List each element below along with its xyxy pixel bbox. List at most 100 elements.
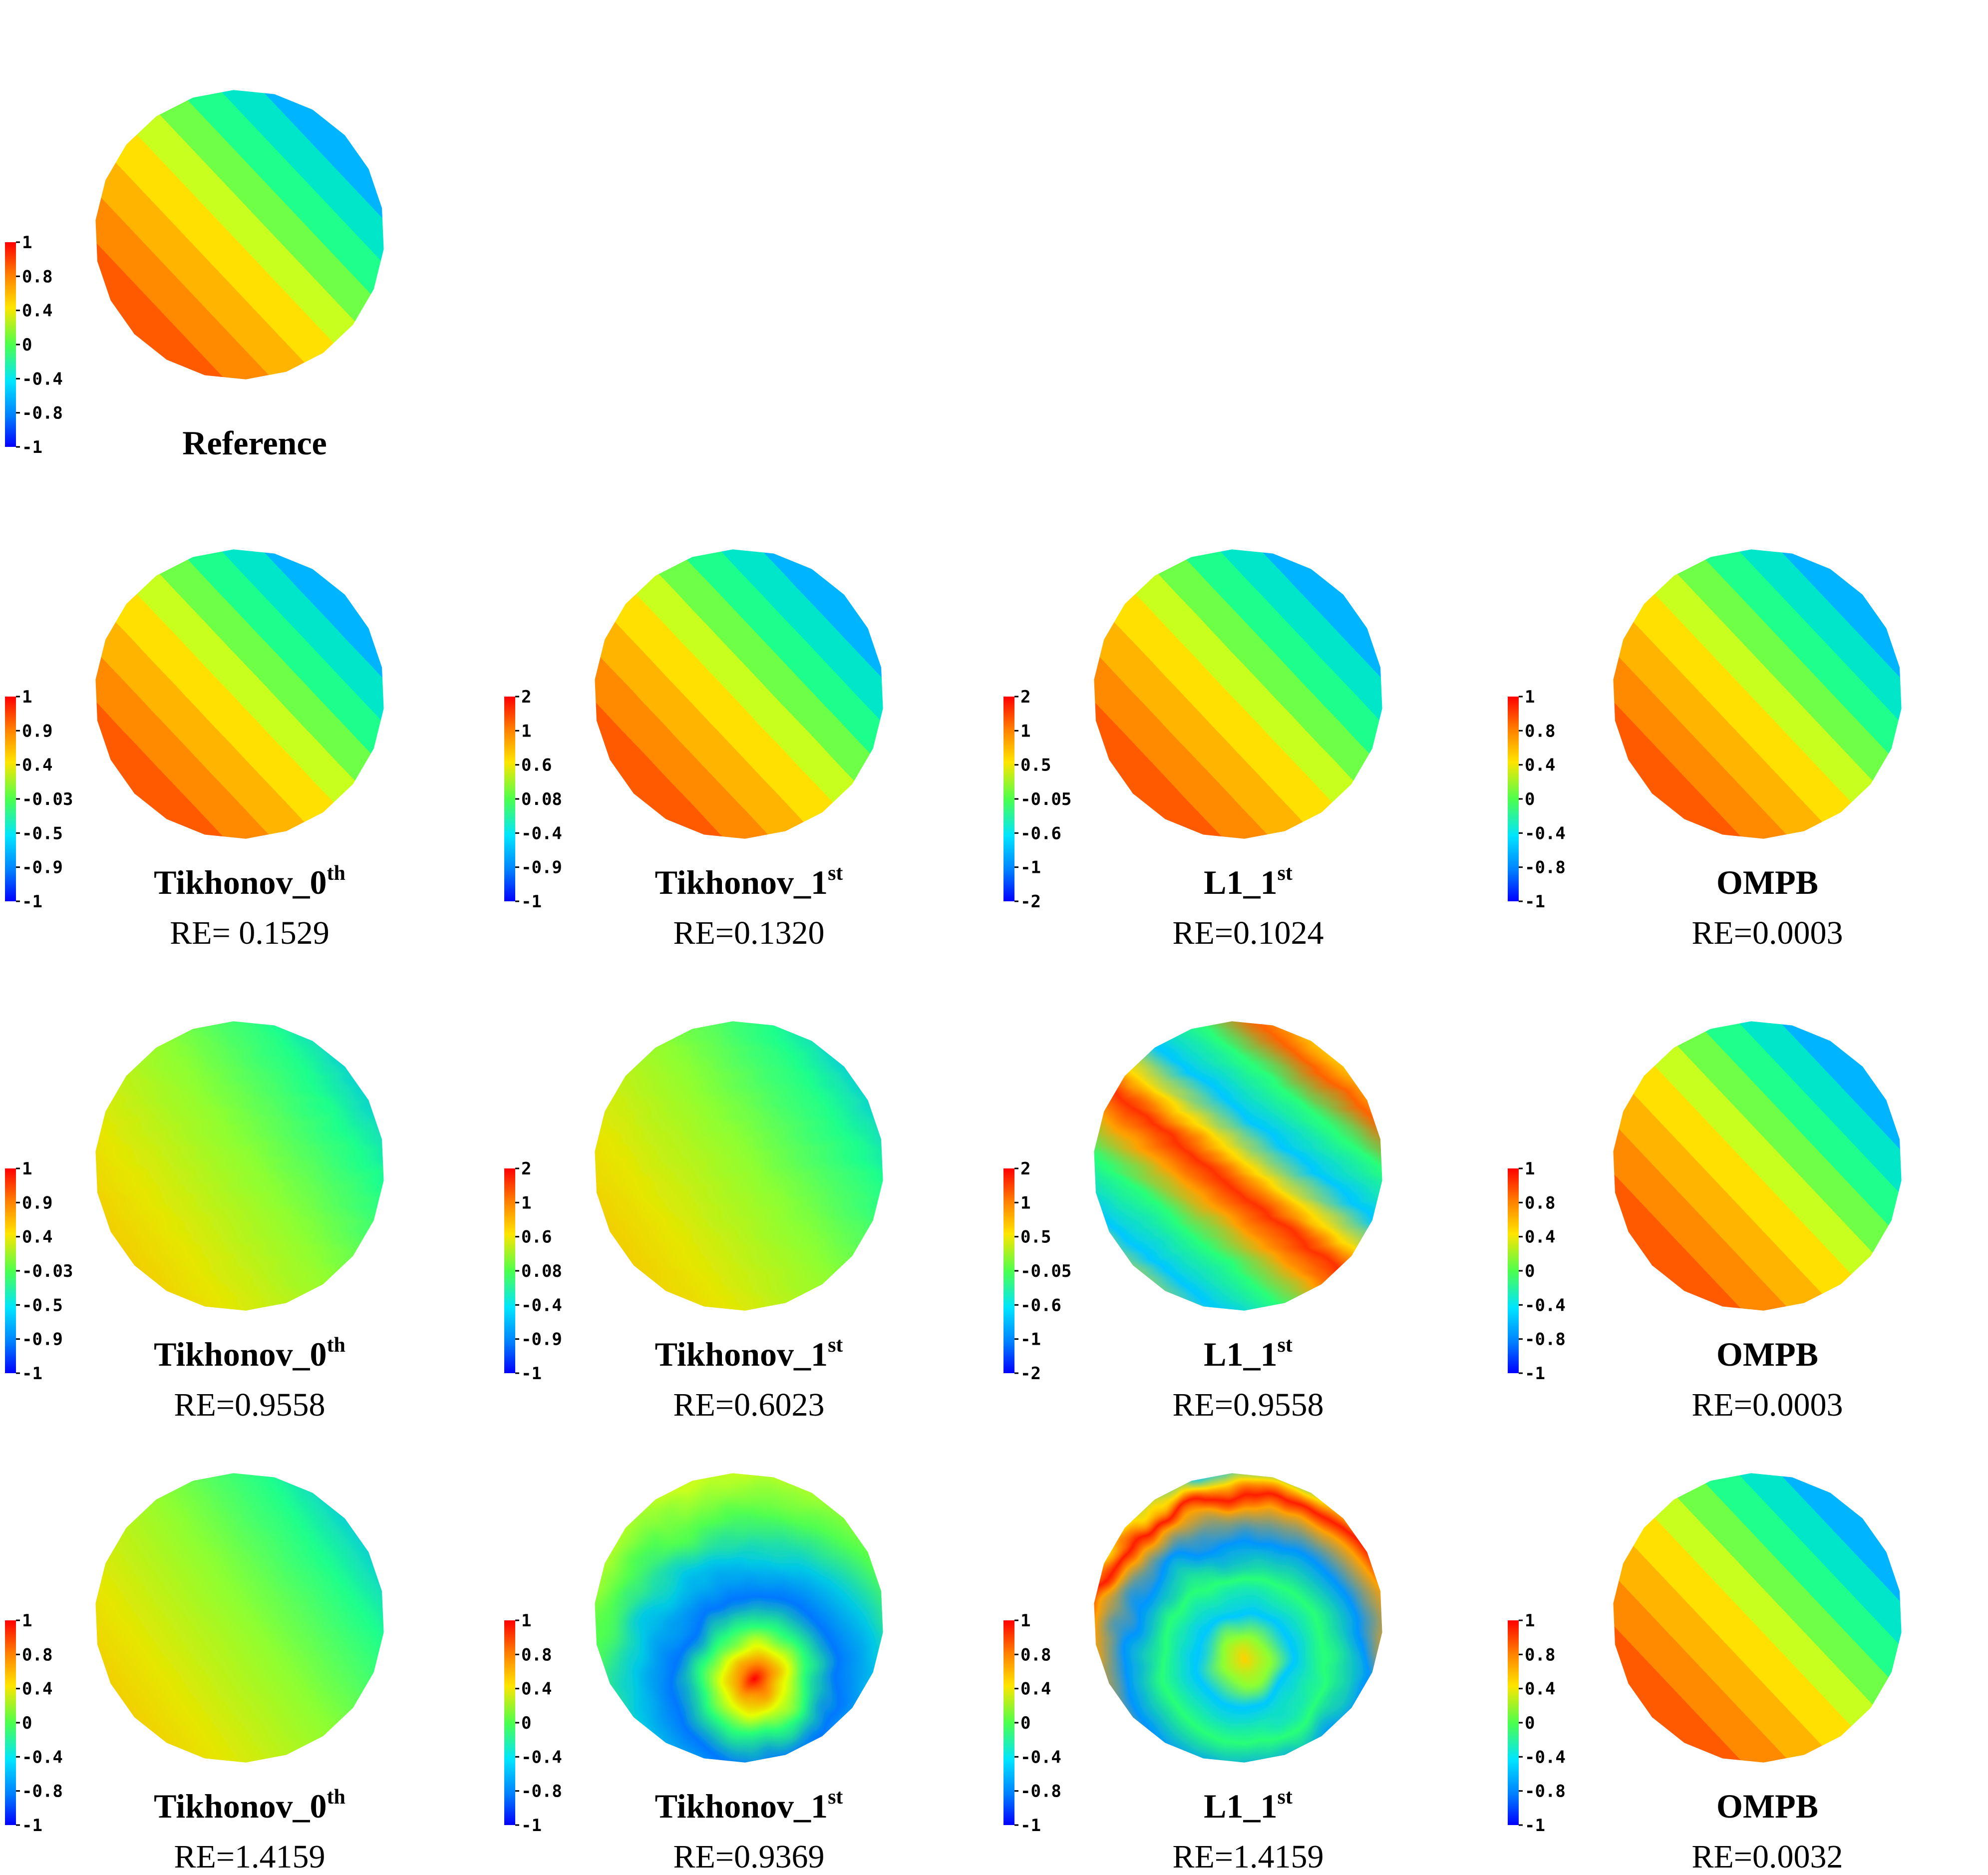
panel-r2-c4: 1 0.8 0.4 0 -0.4 -0.8 -1 OMPB RE=0.0003 — [1508, 1021, 1902, 1423]
colorbar-tick-label: 1 — [1525, 1611, 1535, 1631]
colorbar-tick-label: -0.8 — [1525, 858, 1566, 878]
colorbar-tick-label: 0.4 — [22, 1227, 52, 1247]
colorbar-tick-label: -0.5 — [22, 1295, 63, 1315]
colorbar-tick-label: 0.9 — [22, 1193, 52, 1213]
panel-title: Reference — [182, 424, 327, 462]
colorbar-tick-label: 0.4 — [22, 301, 52, 321]
colorbar-tick-label: -0.4 — [521, 1747, 562, 1767]
colorbar-tick-label: -0.4 — [521, 823, 562, 843]
panel-reference: 1 0.8 0.4 0 -0.4 -0.8 -1 Reference — [5, 90, 384, 462]
colorbar-tick-label: 0.8 — [1525, 1645, 1555, 1665]
panel-re-value: RE=0.9558 — [1172, 1387, 1324, 1423]
panel-re-value: RE=0.0032 — [1691, 1839, 1843, 1875]
colorbar-tick-label: 0.8 — [22, 267, 52, 287]
colorbar-tick-label: -1 — [521, 1364, 542, 1384]
panel-r1-c3: 2 1 0.5 -0.05 -0.6 -1 -2 L1_1st RE=0.1024 — [1003, 549, 1382, 951]
colorbar-tick-label: -1 — [1020, 858, 1041, 878]
colorbar — [504, 1168, 515, 1373]
colorbar-tick-label: -2 — [1020, 892, 1041, 912]
colorbar-tick-label: -0.4 — [22, 369, 63, 389]
panel-re-value: RE=0.0003 — [1691, 915, 1843, 951]
colorbar-tick-label: 0.6 — [521, 755, 552, 775]
colorbar-tick-label: 0.8 — [1525, 721, 1555, 741]
colorbar-tick-label: 2 — [1020, 687, 1030, 707]
colorbar-tick-label: -0.4 — [22, 1747, 63, 1767]
colorbar-tick-label: -0.8 — [1020, 1782, 1061, 1802]
colorbar-tick-label: -0.05 — [1020, 789, 1071, 809]
colorbar-tick-label: 0.4 — [521, 1679, 552, 1699]
field-disc — [95, 549, 384, 839]
field-disc — [595, 1021, 883, 1311]
colorbar-tick-label: -0.4 — [1525, 823, 1566, 843]
colorbar-tick-label: 0.5 — [1020, 755, 1051, 775]
panel-r2-c1: 1 0.9 0.4 -0.03 -0.5 -0.9 -1 Tikhonov_0th RE=0.9… — [5, 1021, 384, 1423]
colorbar-tick-label: 1 — [1020, 1611, 1030, 1631]
colorbar — [5, 242, 16, 447]
field-disc — [1613, 1473, 1902, 1763]
field-disc — [1094, 1473, 1382, 1763]
panel-title: Tikhonov_0th — [154, 1786, 345, 1825]
colorbar — [5, 697, 16, 901]
colorbar-tick-label: 1 — [521, 1193, 531, 1213]
colorbar-tick-label: 1 — [1020, 721, 1030, 741]
colorbar-tick-label: 1 — [521, 1611, 531, 1631]
colorbar-tick-label: -1 — [521, 1816, 542, 1836]
panel-r3-c1: 1 0.8 0.4 0 -0.4 -0.8 -1 Tikhonov_0th RE=1.4159 — [5, 1473, 384, 1875]
panel-title: OMPB — [1716, 1335, 1818, 1373]
colorbar-tick-label: 2 — [1020, 1159, 1030, 1179]
panel-r1-c4: 1 0.8 0.4 0 -0.4 -0.8 -1 OMPB RE=0.0003 — [1508, 549, 1902, 951]
field-disc — [95, 90, 384, 379]
colorbar-tick-label: -0.8 — [22, 403, 63, 423]
panel-r3-c3: 1 0.8 0.4 0 -0.4 -0.8 -1 L1_1st RE=1.4159 — [1003, 1473, 1382, 1875]
panel-r2-c3: 2 1 0.5 -0.05 -0.6 -1 -2 L1_1st RE=0.9558 — [1003, 1021, 1382, 1423]
colorbar-tick-label: 0 — [1020, 1713, 1030, 1733]
field-disc — [1094, 1021, 1382, 1311]
panel-re-value: RE=0.1320 — [673, 915, 824, 951]
colorbar-tick-label: 0.4 — [22, 1679, 52, 1699]
panel-title: Tikhonov_1st — [655, 1334, 843, 1373]
colorbar-tick-label: 0.8 — [521, 1645, 552, 1665]
colorbar-tick-label: -0.8 — [1525, 1330, 1566, 1350]
colorbar-tick-label: 0.4 — [1020, 1679, 1051, 1699]
colorbar-tick-label: -0.8 — [22, 1782, 63, 1802]
colorbar — [504, 1620, 515, 1825]
panel-re-value: RE=0.6023 — [673, 1387, 824, 1423]
field-disc — [1094, 549, 1382, 839]
colorbar — [1508, 1620, 1519, 1825]
colorbar — [5, 1620, 16, 1825]
colorbar-tick-label: 0.4 — [1525, 1679, 1555, 1699]
colorbar-tick-label: 0 — [521, 1713, 531, 1733]
colorbar-tick-label: 0.4 — [22, 755, 52, 775]
colorbar — [1003, 1620, 1014, 1825]
colorbar-tick-label: 1 — [521, 721, 531, 741]
colorbar-tick-label: -2 — [1020, 1364, 1041, 1384]
colorbar-tick-label: 0.8 — [22, 1645, 52, 1665]
panel-title: L1_1st — [1204, 1334, 1293, 1373]
colorbar-tick-label: -1 — [1020, 1816, 1041, 1836]
panel-re-value: RE=0.9369 — [673, 1839, 824, 1875]
colorbar — [5, 1168, 16, 1373]
colorbar-tick-label: -1 — [22, 892, 42, 912]
colorbar-tick-label: 0 — [22, 335, 32, 355]
panel-r2-c2: 2 1 0.6 0.08 -0.4 -0.9 -1 Tikhonov_1st RE=0.6023 — [504, 1021, 883, 1423]
colorbar-tick-label: -0.4 — [521, 1295, 562, 1315]
colorbar-tick-label: 0.8 — [1020, 1645, 1051, 1665]
colorbar-tick-label: 0.4 — [1525, 755, 1555, 775]
panel-re-value: RE=0.9558 — [174, 1387, 325, 1423]
panel-re-value: RE=1.4159 — [174, 1839, 325, 1875]
field-disc — [1613, 549, 1902, 839]
colorbar-tick-label: 1 — [1525, 687, 1535, 707]
colorbar-tick-label: -0.4 — [1525, 1747, 1566, 1767]
panel-re-value: RE= 0.1529 — [170, 915, 330, 951]
colorbar-tick-label: 0 — [22, 1713, 32, 1733]
panel-title: L1_1st — [1204, 862, 1293, 901]
colorbar-tick-label: -0.05 — [1020, 1261, 1071, 1281]
colorbar-tick-label: -0.8 — [1525, 1782, 1566, 1802]
field-disc — [1613, 1021, 1902, 1311]
colorbar-tick-label: -0.9 — [22, 858, 63, 878]
colorbar-tick-label: 0.4 — [1525, 1227, 1555, 1247]
panel-re-value: RE=1.4159 — [1172, 1839, 1324, 1875]
colorbar-tick-label: 0.9 — [22, 721, 52, 741]
colorbar-tick-label: 0 — [1525, 1713, 1535, 1733]
colorbar-tick-label: -1 — [1525, 892, 1545, 912]
